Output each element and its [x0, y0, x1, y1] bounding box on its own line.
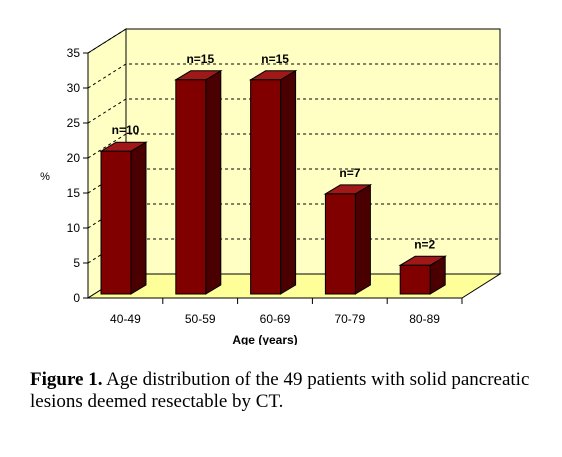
- bar-side: [354, 184, 371, 295]
- figure-caption: Figure 1. Age distribution of the 49 pat…: [30, 369, 550, 413]
- bars: n=10 n=15 n=15 n=7 n=2: [99, 52, 448, 295]
- bar-chart: 0 5 10 15 20 25 30 35 n=10 n=15 n=15 n=7 n=2 40-49 5…: [40, 28, 502, 345]
- y-tick-label: 25: [67, 116, 81, 130]
- y-tick-label: 30: [67, 81, 81, 95]
- bar-front: [324, 193, 356, 295]
- x-axis-ticks: 40-49 50-59 60-69 70-79 80-89: [110, 298, 463, 326]
- x-tick-label: 60-69: [260, 312, 291, 326]
- bar-data-label: n=2: [414, 237, 435, 251]
- x-tick-label: 40-49: [110, 312, 141, 326]
- x-axis-label: Age (years): [232, 333, 297, 345]
- gridline: [87, 133, 500, 159]
- y-tick-label: 35: [67, 46, 81, 60]
- gridline: [87, 98, 500, 124]
- y-tick-label: 5: [73, 256, 80, 270]
- bar-front: [175, 79, 207, 295]
- axes: [87, 53, 462, 299]
- x-tick-label: 70-79: [334, 312, 365, 326]
- bar-front: [399, 264, 431, 295]
- y-axis-label: %: [40, 171, 50, 183]
- gridline: [87, 63, 500, 89]
- y-tick-label: 10: [67, 221, 81, 235]
- bar: [323, 184, 373, 295]
- bar-data-label: n=10: [112, 123, 140, 137]
- bar-side: [130, 141, 147, 295]
- bar-data-label: n=15: [261, 52, 289, 66]
- bar-front: [250, 79, 282, 295]
- bar: [173, 69, 223, 295]
- caption-label: Figure 1.: [30, 369, 103, 390]
- bar-data-label: n=15: [186, 52, 214, 66]
- bar: [248, 69, 298, 295]
- bar-side: [280, 69, 297, 295]
- bar-front: [100, 150, 132, 295]
- y-axis-ticks: 0 5 10 15 20 25 30 35: [67, 46, 88, 305]
- gridline: [87, 28, 500, 54]
- bar-side: [205, 69, 222, 295]
- bar: [99, 141, 148, 295]
- bar-data-label: n=7: [339, 166, 360, 180]
- y-tick-label: 15: [67, 186, 81, 200]
- caption-text: Age distribution of the 49 patients with…: [30, 369, 530, 412]
- x-tick-label: 80-89: [409, 312, 440, 326]
- y-tick-label: 20: [67, 151, 81, 165]
- bar: [398, 255, 448, 295]
- y-tick-label: 0: [73, 291, 80, 305]
- x-tick-label: 50-59: [185, 312, 216, 326]
